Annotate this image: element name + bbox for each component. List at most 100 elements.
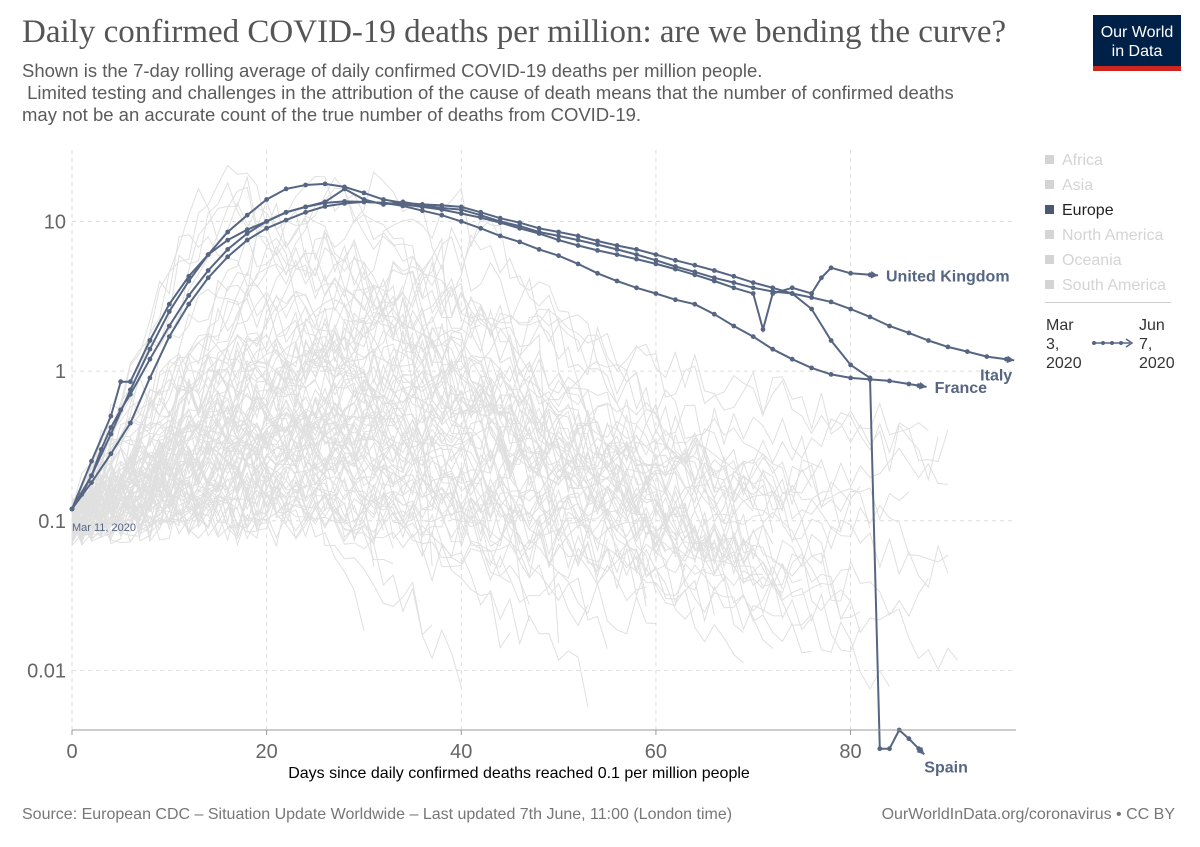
data-point: [166, 301, 172, 307]
data-point: [108, 425, 114, 430]
data-point: [770, 285, 776, 291]
data-point: [614, 247, 620, 252]
data-point: [692, 301, 698, 307]
data-point: [303, 204, 308, 210]
data-point: [595, 238, 600, 244]
background-line: [71, 379, 608, 578]
timeline-end-label[interactable]: Jun 7, 2020: [1139, 316, 1175, 373]
timeline-start-label[interactable]: Mar 3, 2020: [1046, 316, 1082, 373]
data-point: [556, 233, 561, 239]
background-line: [71, 390, 472, 542]
background-line: [71, 335, 511, 583]
legend-swatch-icon: [1045, 280, 1054, 289]
series-label: Italy: [980, 367, 1012, 384]
data-point: [614, 252, 620, 257]
data-point: [906, 381, 912, 387]
series-arrowhead: [1006, 355, 1015, 364]
background-line: [71, 360, 890, 691]
legend-label: Oceania: [1062, 252, 1122, 269]
timeline-end-day: 7,: [1139, 336, 1153, 353]
footer-credit-link[interactable]: OurWorldInData.org/coronavirus • CC BY: [881, 806, 1175, 823]
data-point: [828, 372, 834, 377]
subtitle-line-1: Shown is the 7-day rolling average of da…: [22, 60, 763, 81]
data-point: [147, 346, 153, 352]
data-point: [381, 202, 386, 207]
data-point: [283, 209, 289, 215]
data-point: [536, 247, 542, 252]
data-point: [166, 323, 172, 329]
data-point: [322, 199, 328, 205]
legend-item-north-america[interactable]: North America: [1045, 223, 1180, 248]
legend-item-africa[interactable]: Africa: [1045, 148, 1180, 173]
data-point: [964, 349, 970, 354]
x-axis-title: Days since daily confirmed deaths reache…: [288, 765, 750, 782]
data-point: [478, 225, 484, 231]
data-point: [244, 227, 250, 233]
data-point: [750, 291, 756, 296]
data-point: [848, 270, 853, 276]
background-line: [71, 425, 540, 532]
data-point: [789, 285, 795, 291]
legend-swatch-icon: [1045, 180, 1054, 189]
data-point: [536, 225, 542, 231]
background-line: [71, 375, 948, 543]
owid-logo[interactable]: Our World in Data: [1093, 15, 1181, 71]
background-line: [71, 324, 481, 529]
data-point: [770, 289, 776, 294]
data-point: [283, 186, 289, 192]
data-point: [303, 182, 308, 188]
chart-title: Daily confirmed COVID-19 deaths per mill…: [22, 14, 1007, 50]
axes: 0 20 40 60 80 0.01 0.1 1 10 Mar 11, 2020: [27, 211, 1016, 763]
data-point: [458, 211, 464, 216]
data-point: [361, 197, 367, 202]
logo-line-2: in Data: [1111, 43, 1163, 60]
data-point: [108, 451, 114, 457]
legend-item-oceania[interactable]: Oceania: [1045, 248, 1180, 273]
background-line: [71, 234, 929, 504]
data-point: [750, 280, 756, 285]
data-point: [614, 278, 620, 284]
data-point: [711, 268, 717, 273]
data-point: [673, 264, 678, 269]
series-label: France: [935, 380, 988, 397]
data-point: [147, 356, 153, 362]
data-point: [906, 736, 912, 742]
data-point: [322, 181, 328, 187]
data-point: [809, 295, 814, 300]
data-point: [809, 365, 814, 371]
data-point: [342, 186, 347, 192]
data-point: [439, 205, 445, 211]
background-line: [71, 327, 744, 633]
legend-item-south-america[interactable]: South America: [1045, 273, 1180, 298]
data-point: [945, 344, 951, 350]
background-line: [71, 429, 433, 567]
data-point: [634, 256, 639, 262]
timeline-arrow-icon: [1092, 338, 1134, 348]
timeline-start-year: 2020: [1046, 355, 1082, 372]
background-line: [71, 234, 521, 525]
data-point: [536, 229, 542, 235]
data-point: [731, 280, 737, 285]
data-point: [517, 239, 523, 245]
data-point: [595, 248, 600, 253]
data-point: [750, 334, 756, 339]
data-point: [458, 207, 464, 213]
series-line: [71, 187, 920, 750]
logo-line-1: Our World: [1100, 24, 1174, 41]
legend-item-europe[interactable]: Europe: [1045, 198, 1180, 223]
legend-item-asia[interactable]: Asia: [1045, 173, 1180, 198]
data-point: [556, 229, 561, 235]
timeline-start-day: 3,: [1046, 336, 1060, 353]
data-point: [770, 346, 776, 352]
background-line: [71, 356, 462, 687]
background-line: [71, 181, 871, 529]
data-point: [556, 237, 561, 243]
background-line: [71, 175, 803, 587]
data-point: [420, 203, 425, 208]
subtitle-line-2: Limited testing and challenges in the at…: [22, 82, 954, 103]
background-line: [71, 466, 365, 632]
data-point: [517, 223, 523, 229]
data-point: [906, 330, 912, 336]
data-point: [575, 237, 581, 243]
background-line: [71, 367, 560, 527]
